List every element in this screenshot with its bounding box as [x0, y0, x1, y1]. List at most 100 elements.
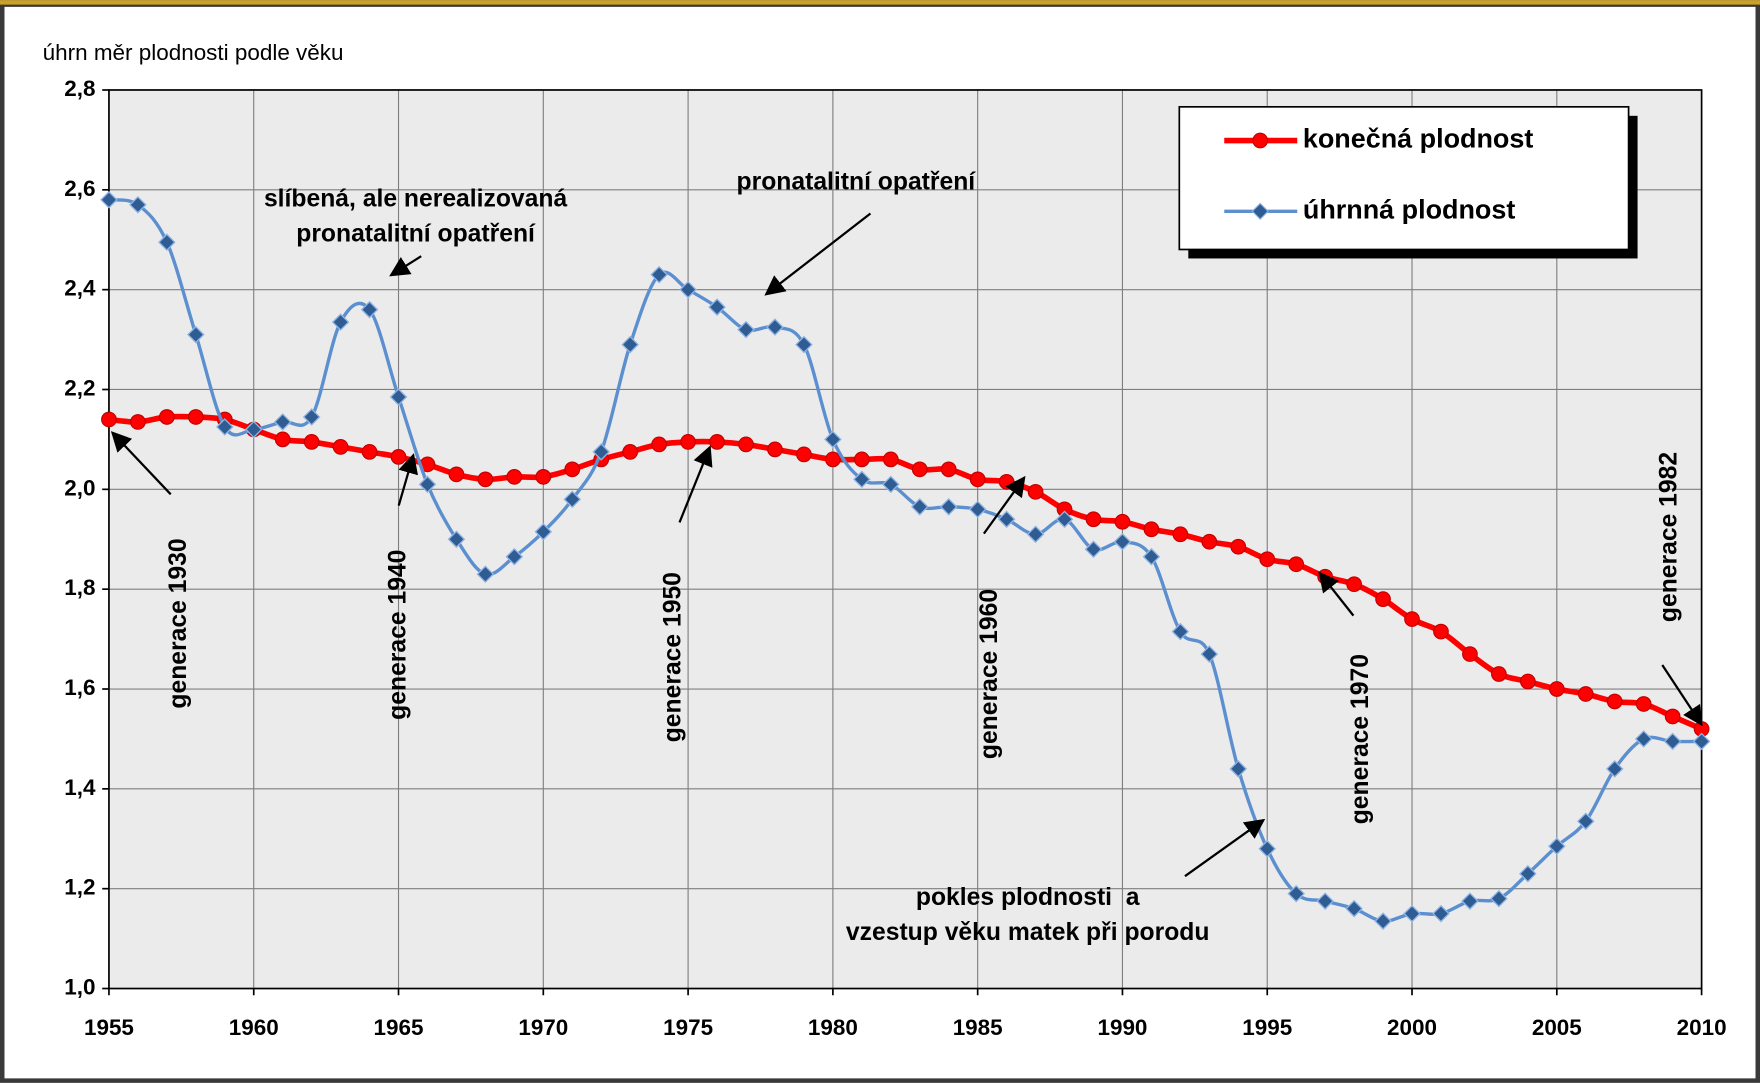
- point: [650, 265, 668, 284]
- point: [564, 461, 581, 478]
- point: [130, 414, 146, 430]
- point: [767, 441, 783, 458]
- annotation: pokles plodnosti a vzestup věku matek při…: [846, 818, 1266, 946]
- point: [680, 434, 696, 450]
- point: [1692, 732, 1711, 751]
- annotation-arrow: [110, 431, 172, 496]
- point: [274, 431, 291, 448]
- point: [592, 443, 611, 461]
- point: [910, 497, 929, 516]
- point: [187, 409, 204, 425]
- annotation: pronatalitní opatření: [737, 169, 976, 296]
- point: [1084, 540, 1103, 559]
- x-tick-label: 1960: [229, 1015, 279, 1040]
- point: [737, 320, 755, 339]
- point: [1490, 889, 1508, 908]
- point: [998, 473, 1015, 490]
- point: [418, 475, 437, 494]
- point: [563, 490, 582, 509]
- point: [1258, 839, 1277, 858]
- point: [651, 436, 667, 453]
- annotation: generace 1950: [659, 445, 713, 742]
- point: [766, 318, 784, 336]
- y-axis-label: úhrn měr plodnosti podle věku: [43, 40, 344, 65]
- point: [997, 510, 1016, 529]
- y-tick-label: 2,6: [64, 176, 95, 201]
- x-tick-label: 1990: [1097, 1015, 1147, 1040]
- annotation-arrow: [397, 453, 418, 506]
- annotation-text: pronatalitní opatření: [296, 220, 536, 247]
- point: [911, 461, 928, 478]
- point: [968, 500, 987, 519]
- point: [1027, 483, 1044, 500]
- legend-marker: [1252, 132, 1269, 149]
- x-tick-label: 2000: [1387, 1015, 1437, 1040]
- x-tick-label: 1985: [953, 1015, 1003, 1040]
- point: [1462, 646, 1478, 662]
- y-tick-label: 1,8: [64, 575, 95, 600]
- annotation-text: generace 1982: [1656, 452, 1683, 622]
- x-tick-label: 2005: [1532, 1015, 1582, 1040]
- y-tick-label: 1,2: [64, 875, 95, 900]
- y-tick-label: 1,6: [64, 675, 95, 700]
- point: [1519, 864, 1537, 883]
- point: [1317, 568, 1334, 585]
- annotation-arrow: [389, 255, 422, 277]
- point: [390, 449, 407, 465]
- point: [448, 466, 465, 483]
- x-tick-label: 1995: [1242, 1015, 1292, 1040]
- frame-accent: [0, 0, 1760, 5]
- point: [1316, 892, 1334, 910]
- annotation-text: vzestup věku matek při porodu: [846, 919, 1210, 946]
- legend-label: úhrnná plodnost: [1303, 194, 1516, 224]
- point: [1287, 884, 1306, 903]
- annotation-text: generace 1940: [384, 550, 411, 720]
- legend: konečná plodnost úhrnná plodnost: [1178, 105, 1638, 259]
- point: [738, 436, 754, 453]
- point: [1634, 730, 1653, 748]
- x-tick-label: 1980: [808, 1015, 858, 1040]
- annotation-text: pokles plodnosti a: [916, 884, 1140, 911]
- annotation-arrow: [764, 212, 872, 296]
- point: [1547, 837, 1566, 856]
- point: [1085, 511, 1102, 528]
- point: [331, 313, 350, 331]
- point: [506, 468, 523, 485]
- point: [1375, 591, 1391, 608]
- annotation-text: generace 1950: [659, 572, 686, 742]
- point: [1491, 666, 1507, 682]
- point: [621, 335, 639, 354]
- y-tick-label: 2,4: [64, 276, 96, 301]
- point: [1404, 611, 1420, 627]
- point: [389, 388, 408, 406]
- point: [303, 434, 320, 450]
- point: [1605, 760, 1624, 778]
- point: [1200, 645, 1219, 663]
- point: [969, 471, 986, 488]
- x-tick-label: 1965: [374, 1015, 424, 1040]
- point: [1230, 538, 1247, 555]
- point: [1432, 904, 1450, 923]
- point: [361, 444, 378, 460]
- plot-border: [108, 89, 1703, 990]
- point: [881, 475, 900, 494]
- point: [708, 298, 726, 316]
- y-tick-label: 1,0: [64, 974, 95, 999]
- annotation-arrow: [678, 445, 713, 523]
- annotation-text: generace 1960: [976, 589, 1003, 759]
- point: [1113, 532, 1132, 551]
- point: [1172, 526, 1189, 543]
- point: [796, 446, 812, 463]
- point: [853, 470, 871, 489]
- x-tick-label: 2010: [1677, 1015, 1727, 1040]
- annotation-arrow: [1184, 818, 1266, 878]
- point: [1026, 525, 1045, 544]
- annotation: generace 1930: [110, 431, 192, 709]
- point: [273, 413, 292, 431]
- point: [824, 430, 842, 449]
- point: [360, 300, 379, 319]
- annotation-arrow: [1661, 664, 1703, 727]
- point: [1576, 812, 1595, 831]
- y-tick-label: 2,8: [64, 76, 95, 101]
- annotation: generace 1960: [976, 475, 1026, 759]
